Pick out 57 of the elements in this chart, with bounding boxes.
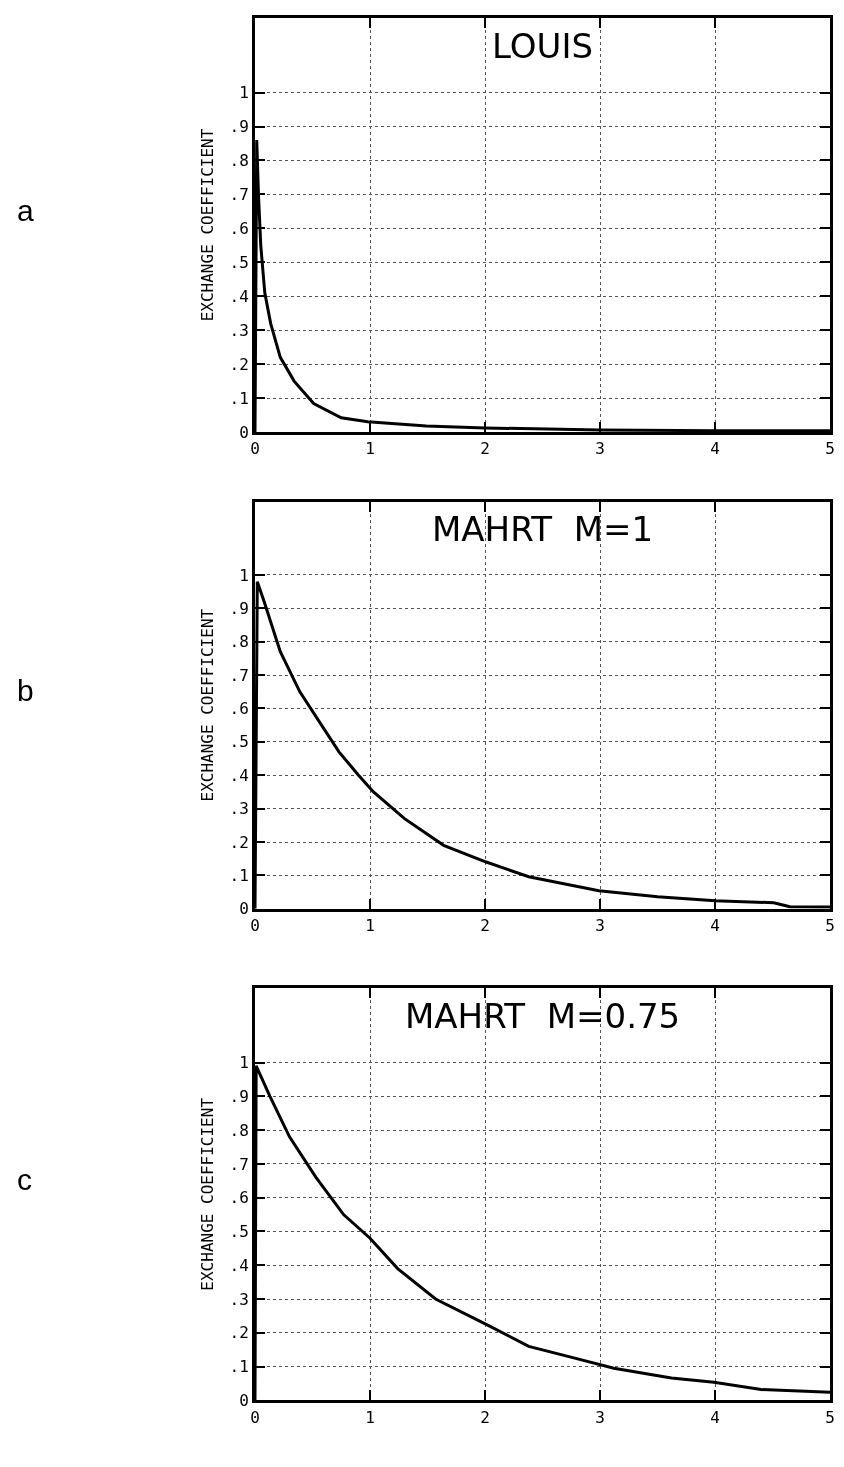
y-tick-label: .3	[229, 799, 249, 819]
x-tick-label: 4	[710, 439, 720, 459]
chart-title: MAHRT M=1	[432, 509, 654, 549]
y-tick-label: .9	[229, 1086, 249, 1106]
x-tick-label: 3	[595, 1407, 605, 1427]
y-axis-title: EXCHANGE COEFFICIENT	[198, 128, 218, 322]
text: b	[17, 674, 34, 707]
chart-title: LOUIS	[492, 26, 593, 66]
y-tick-label: .7	[229, 665, 249, 685]
x-tick-label: 4	[710, 1407, 720, 1427]
y-tick-label: .7	[229, 185, 249, 205]
y-tick-label: .6	[229, 1188, 249, 1208]
y-tick-label: .3	[229, 1289, 249, 1309]
x-tick-label: 5	[825, 1407, 835, 1427]
x-tick-label: 1	[365, 915, 375, 935]
y-tick-label: .8	[229, 151, 249, 171]
y-tick-label: .1	[229, 865, 249, 885]
y-tick-label: .1	[229, 1357, 249, 1377]
y-tick-label: 1	[239, 83, 249, 103]
x-tick-label: 5	[825, 439, 835, 459]
y-tick-label: .2	[229, 1323, 249, 1343]
y-axis-title: EXCHANGE COEFFICIENT	[198, 1097, 218, 1291]
x-tick-label: 3	[595, 439, 605, 459]
x-tick-label: 5	[825, 915, 835, 935]
y-tick-label: .8	[229, 1120, 249, 1140]
y-tick-label: 1	[239, 1053, 249, 1073]
chart-title: MAHRT M=0.75	[405, 996, 681, 1036]
y-tick-label: .8	[229, 632, 249, 652]
y-tick-label: 0	[239, 899, 249, 919]
y-tick-label: .5	[229, 1222, 249, 1242]
y-tick-label: .1	[229, 388, 249, 408]
y-tick-label: .5	[229, 252, 249, 272]
y-tick-label: .4	[229, 1255, 249, 1275]
x-tick-label: 4	[710, 915, 720, 935]
y-tick-label: .7	[229, 1154, 249, 1174]
y-tick-label: 0	[239, 422, 249, 442]
x-tick-label: 2	[480, 915, 490, 935]
y-tick-label: .5	[229, 732, 249, 752]
y-tick-label: .2	[229, 832, 249, 852]
x-tick-label: 2	[480, 439, 490, 459]
x-tick-label: 1	[365, 439, 375, 459]
y-tick-label: 1	[239, 565, 249, 585]
y-tick-label: .2	[229, 354, 249, 374]
y-tick-label: .3	[229, 320, 249, 340]
y-tick-label: .9	[229, 598, 249, 618]
x-tick-label: 2	[480, 1407, 490, 1427]
y-tick-label: 0	[239, 1390, 249, 1410]
y-axis-title: EXCHANGE COEFFICIENT	[198, 608, 218, 802]
text: a	[17, 194, 34, 227]
y-tick-label: .4	[229, 286, 249, 306]
text: c	[17, 1163, 32, 1196]
x-tick-label: 3	[595, 915, 605, 935]
x-tick-label: 1	[365, 1407, 375, 1427]
y-tick-label: .9	[229, 117, 249, 137]
y-tick-label: .6	[229, 699, 249, 719]
y-tick-label: .6	[229, 218, 249, 238]
y-tick-label: .4	[229, 765, 249, 785]
